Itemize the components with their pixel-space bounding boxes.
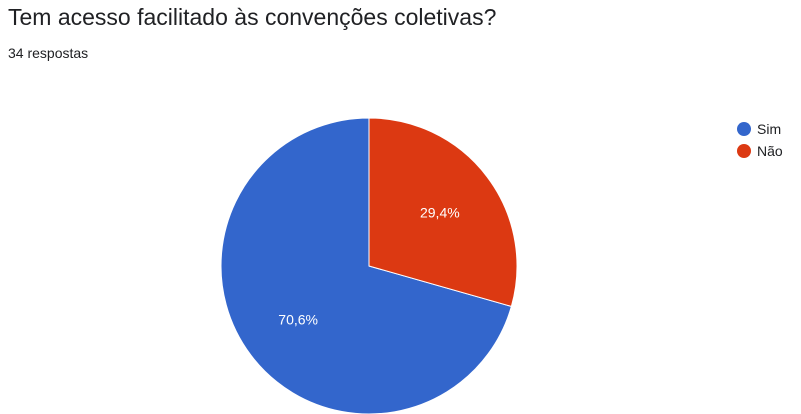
legend-item-sim[interactable]: Sim: [737, 118, 783, 140]
pie-slice-sim[interactable]: [220, 117, 512, 414]
pie-label-nao: 29,4%: [420, 204, 460, 220]
legend-swatch-sim: [737, 122, 751, 136]
legend-item-nao[interactable]: Não: [737, 140, 783, 162]
legend-swatch-nao: [737, 144, 751, 158]
chart-legend: Sim Não: [737, 118, 783, 162]
response-count: 34 respostas: [8, 45, 89, 61]
legend-label-nao: Não: [757, 143, 783, 159]
chart-title: Tem acesso facilitado às convenções cole…: [8, 4, 497, 30]
pie-slice-nao[interactable]: [368, 117, 518, 308]
legend-label-sim: Sim: [757, 121, 782, 137]
pie-label-sim: 70,6%: [278, 312, 318, 328]
